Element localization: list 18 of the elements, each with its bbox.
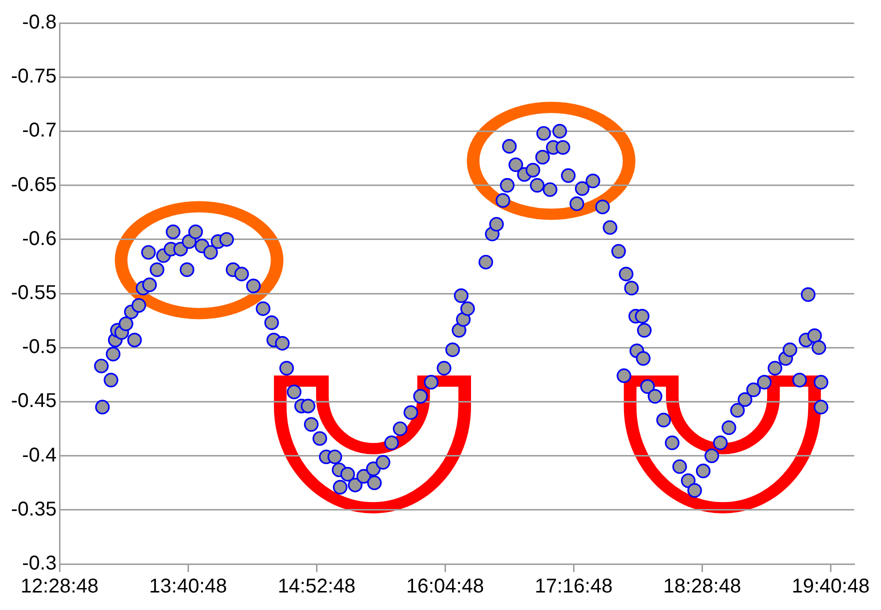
x-tick-label: 19:40:48 [792, 576, 870, 598]
y-tick-label: -0.55 [10, 282, 57, 304]
y-tick-label: -0.65 [10, 174, 57, 196]
x-tick-label: 17:16:48 [534, 576, 613, 598]
x-tick-label: 14:52:48 [278, 576, 356, 598]
y-tick-label: -0.5 [22, 336, 57, 358]
y-tick-label: -0.3 [22, 552, 57, 575]
y-tick-label: -0.4 [22, 444, 57, 466]
x-tick-label: 16:04:48 [406, 576, 484, 598]
y-tick-label: -0.75 [10, 66, 57, 88]
y-tick-label: -0.7 [22, 120, 57, 142]
y-tick-label: -0.45 [10, 390, 57, 412]
x-tick-label: 13:40:48 [149, 576, 228, 598]
y-tick-label: -0.35 [10, 498, 57, 520]
x-tick-label: 18:28:48 [663, 576, 742, 598]
x-tick-label: 12:28:48 [20, 576, 99, 598]
y-tick-label: -0.8 [22, 12, 57, 34]
y-tick-label: -0.6 [22, 228, 57, 250]
